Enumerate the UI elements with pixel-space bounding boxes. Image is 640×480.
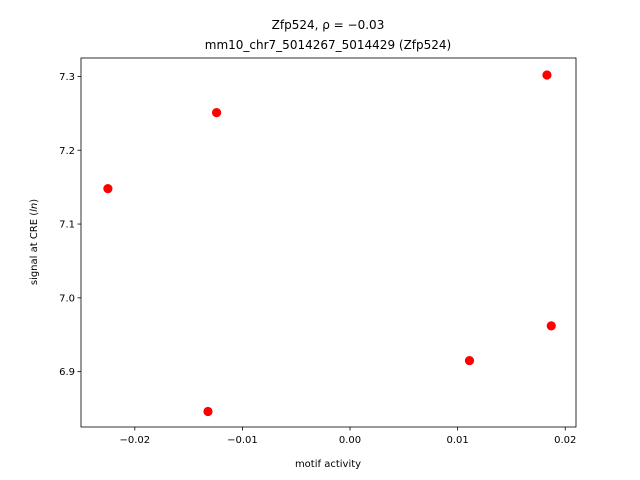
x-tick-label-0: −0.02 xyxy=(119,435,150,446)
data-point-2 xyxy=(203,406,213,417)
y-axis-label-suffix: ) xyxy=(29,199,40,203)
plot-area: −0.02 −0.01 0.00 0.01 0.02 6.9 7.0 7.1 7.2 7.3 xyxy=(59,70,576,446)
y-axis-label: signal at CRE (ln) xyxy=(29,199,40,285)
y-tick-label-0: 6.9 xyxy=(59,367,75,378)
y-tick-label-4: 7.3 xyxy=(59,72,75,83)
chart-title-line1: Zfp524, ρ = −0.03 xyxy=(272,18,385,32)
x-tick-label-3: 0.01 xyxy=(446,435,468,446)
chart-title-line2: mm10_chr7_5014267_5014429 (Zfp524) xyxy=(205,38,451,52)
data-point-3 xyxy=(464,355,475,366)
data-point-4 xyxy=(542,70,552,80)
x-tick-label-2: 0.00 xyxy=(339,435,361,446)
y-tick-label-1: 7.0 xyxy=(59,293,75,304)
y-axis-label-italic: ln xyxy=(29,203,40,212)
x-tick-label-4: 0.02 xyxy=(554,435,576,446)
data-point-1 xyxy=(211,108,222,118)
data-point-0 xyxy=(103,184,113,194)
x-axis-label: motif activity xyxy=(295,459,361,470)
axes-frame xyxy=(80,57,577,428)
y-tick-label-2: 7.1 xyxy=(59,220,75,231)
y-axis-label-prefix: signal at CRE ( xyxy=(29,212,40,285)
x-tick-label-1: −0.01 xyxy=(227,435,258,446)
data-point-5 xyxy=(546,321,556,331)
y-tick-label-3: 7.2 xyxy=(59,146,75,157)
